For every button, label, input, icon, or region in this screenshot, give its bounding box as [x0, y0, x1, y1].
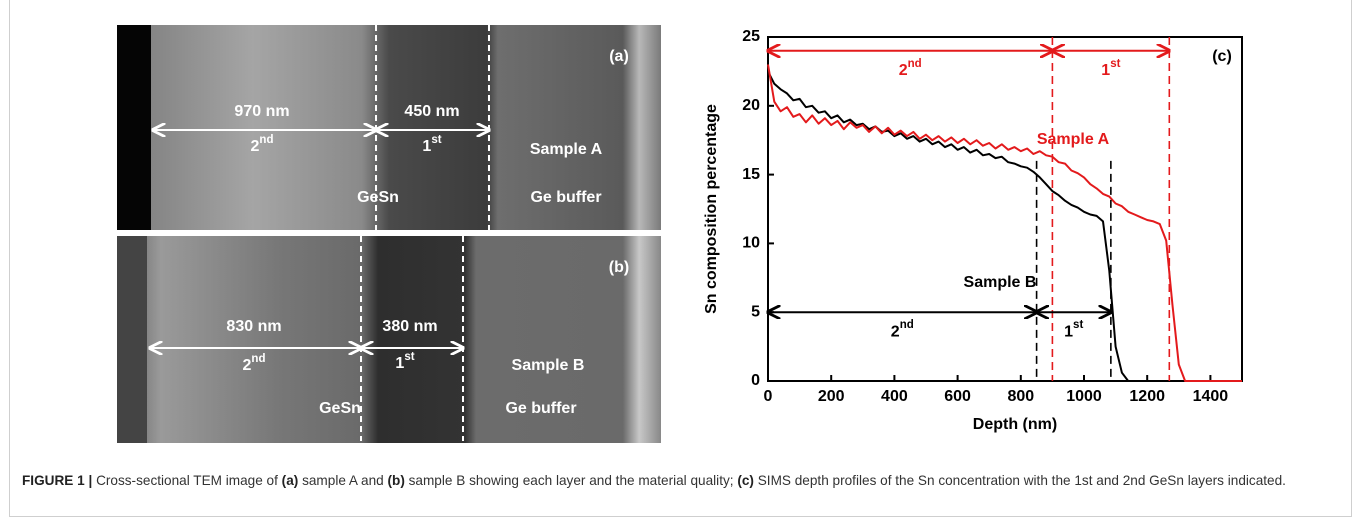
x-tick-label: 1000 [1066, 388, 1102, 405]
series-label: Sample A [1037, 131, 1110, 148]
caption-ref: (b) [387, 473, 405, 488]
y-tick-label: 20 [742, 97, 760, 114]
plot-frame [767, 36, 1243, 382]
series-line [767, 70, 1242, 382]
thickness-label: 380 nm [382, 318, 437, 335]
y-tick-label: 5 [751, 303, 760, 320]
caption-text: sample A and [302, 473, 384, 488]
figure-frame [9, 0, 1352, 517]
caption-label: FIGURE 1 | [22, 473, 93, 488]
x-tick-label: 1200 [1129, 388, 1165, 405]
thickness-label: 450 nm [404, 103, 459, 120]
caption-text: SIMS depth profiles of the Sn concentrat… [757, 473, 1286, 488]
series-line [767, 64, 1242, 382]
layer-label: 2nd [899, 58, 922, 79]
caption-ref: (a) [281, 473, 299, 488]
tem-edge [117, 25, 151, 230]
series-label: Sample B [964, 274, 1037, 291]
thickness-label: 830 nm [226, 318, 281, 335]
y-tick-label: 25 [742, 28, 760, 45]
material-label: Ge buffer [505, 400, 576, 417]
x-tick-label: 800 [1007, 388, 1034, 405]
y-tick-label: 0 [751, 372, 760, 389]
panel-tag: (c) [1212, 48, 1232, 65]
tem-image-b [117, 236, 661, 443]
layer-label: 1st [1101, 58, 1120, 79]
material-label: Ge buffer [530, 189, 601, 206]
figure: 970 nm 450 nm 2nd 1st Sample A GeSn Ge buffer (… [117, 25, 1243, 443]
caption: FIGURE 1 | Cross-sectional TEM image of … [22, 469, 1340, 493]
caption-text: sample B showing each layer and the mate… [408, 473, 734, 488]
sample-label: Sample A [530, 141, 603, 158]
sample-label: Sample B [512, 357, 585, 374]
layer-label: 1st [1064, 319, 1083, 340]
x-tick-label: 0 [764, 388, 773, 405]
y-tick-label: 15 [742, 166, 760, 183]
x-tick-label: 200 [818, 388, 845, 405]
layer-label: 2nd [891, 319, 914, 340]
x-axis-label: Depth (nm) [973, 416, 1057, 433]
caption-ref: (c) [737, 473, 754, 488]
x-tick-label: 600 [944, 388, 971, 405]
y-tick-label: 10 [742, 235, 760, 252]
tem-edge [117, 236, 147, 443]
y-axis-label: Sn composition percentage [703, 104, 720, 314]
material-label: GeSn [357, 189, 399, 206]
x-tick-label: 1400 [1193, 388, 1229, 405]
thickness-label: 970 nm [234, 103, 289, 120]
panel-tag: (a) [609, 48, 629, 65]
x-tick-label: 400 [881, 388, 908, 405]
panel-tag: (b) [609, 259, 629, 276]
caption-text: Cross-sectional TEM image of [96, 473, 278, 488]
material-label: GeSn [319, 400, 361, 417]
